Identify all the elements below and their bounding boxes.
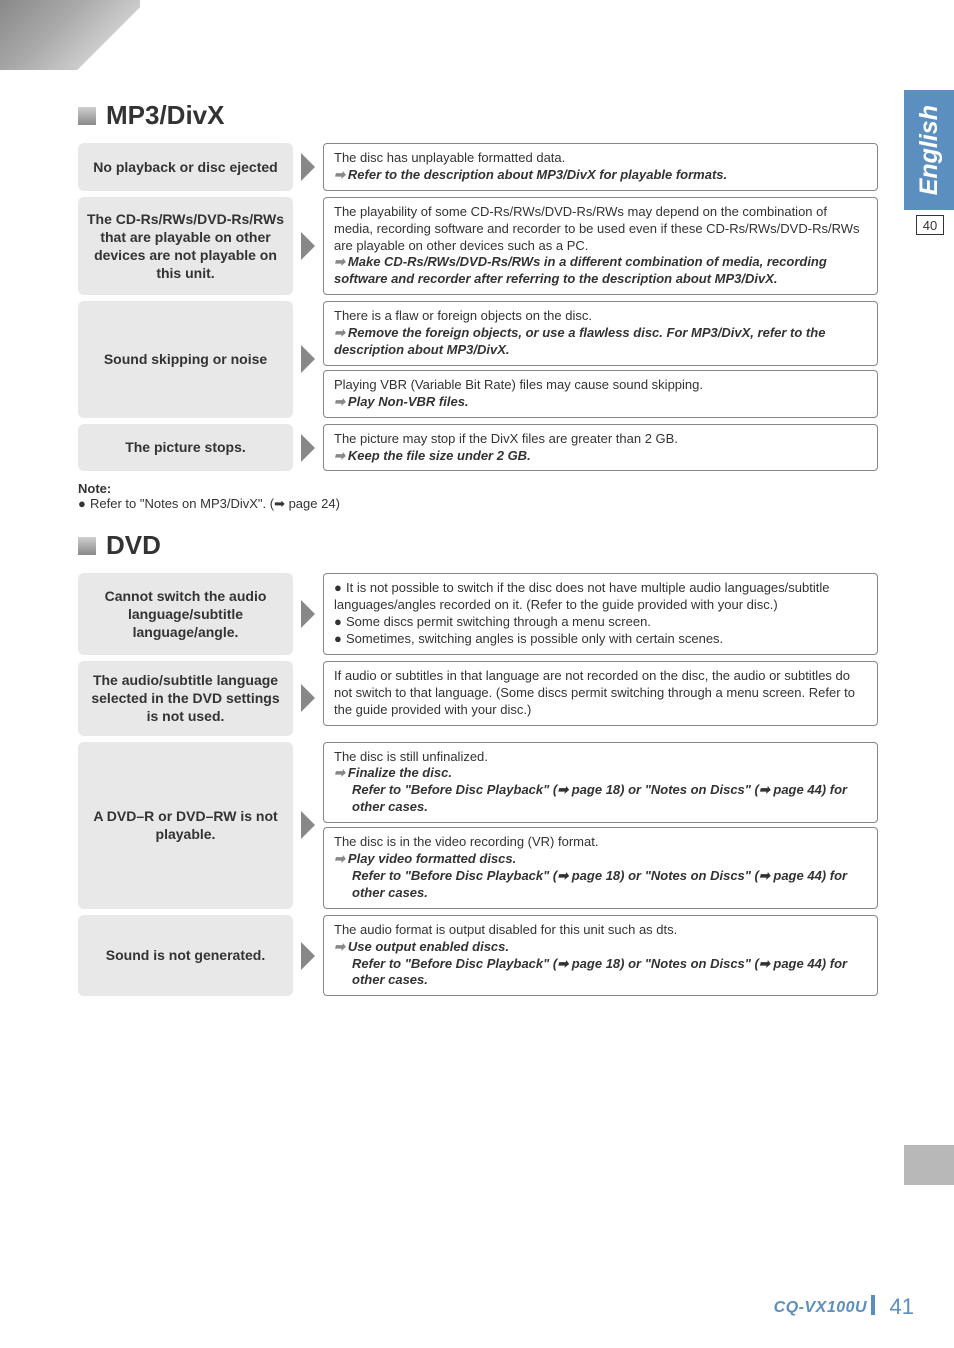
dvd-rows: Cannot switch the audio language/subtitl… [78,573,878,996]
cause-solution: ➡Play Non-VBR files. [334,394,867,411]
symptom-box: The audio/subtitle language selected in … [78,661,293,736]
causes-column: The disc is still unfinalized.➡Finalize … [323,742,878,909]
cause-box: The disc is in the video recording (VR) … [323,827,878,909]
causes-column: The audio format is output disabled for … [323,915,878,997]
mp3divx-rows: No playback or disc ejected The disc has … [78,143,878,471]
symptom-box: The picture stops. [78,424,293,472]
cause-reference: Refer to "Before Disc Playback" (➡ page … [334,956,867,990]
symptom-box: A DVD–R or DVD–RW is not playable. [78,742,293,909]
causes-column: The playability of some CD-Rs/RWs/DVD-Rs… [323,197,878,295]
note-body: ●Refer to "Notes on MP3/DivX". (➡ page 2… [78,496,340,511]
footer-bar-icon [871,1295,875,1315]
page-number: 41 [890,1294,914,1319]
cause-desc: The playability of some CD-Rs/RWs/DVD-Rs… [334,204,867,255]
side-page-box: 40 [916,215,944,235]
causes-column: The picture may stop if the DivX files a… [323,424,878,472]
symptom-box: No playback or disc ejected [78,143,293,191]
arrow-right-icon [301,153,315,181]
trouble-row: The picture stops. The picture may stop i… [78,424,878,472]
cause-solution: ➡Finalize the disc. [334,765,867,782]
arrow-col [293,197,323,295]
arrow-col [293,915,323,997]
arrow-col [293,143,323,191]
cause-bullet: ●Sometimes, switching angles is possible… [334,631,867,648]
cause-reference: Refer to "Before Disc Playback" (➡ page … [334,868,867,902]
cause-solution: ➡Keep the file size under 2 GB. [334,448,867,465]
trouble-row: The CD-Rs/RWs/DVD-Rs/RWs that are playab… [78,197,878,295]
arrow-right-icon [301,684,315,712]
arrow-col [293,424,323,472]
cause-box: ●It is not possible to switch if the dis… [323,573,878,655]
arrow-right-icon [301,232,315,260]
cause-desc: There is a flaw or foreign objects on th… [334,308,867,325]
section-bullet-icon [78,537,96,555]
trouble-row: A DVD–R or DVD–RW is not playable. The di… [78,742,878,909]
note-title: Note: [78,481,878,496]
cause-solution: ➡Use output enabled discs. [334,939,867,956]
symptom-box: Sound skipping or noise [78,301,293,417]
page-footer: CQ-VX100U 41 [774,1294,914,1320]
cause-desc: The disc is still unfinalized. [334,749,867,766]
cause-box: The playability of some CD-Rs/RWs/DVD-Rs… [323,197,878,295]
trouble-row: Cannot switch the audio language/subtitl… [78,573,878,655]
page-content: MP3/DivX No playback or disc ejected The … [78,100,878,1002]
arrow-col [293,742,323,909]
section-bullet-icon [78,107,96,125]
cause-solution: ➡Play video formatted discs. [334,851,867,868]
causes-column: There is a flaw or foreign objects on th… [323,301,878,417]
section-title: DVD [106,530,161,561]
cause-box: The audio format is output disabled for … [323,915,878,997]
cause-solution: ➡Refer to the description about MP3/DivX… [334,167,867,184]
cause-bullet: ●Some discs permit switching through a m… [334,614,867,631]
cause-box: The disc has unplayable formatted data.➡… [323,143,878,191]
cause-desc: The picture may stop if the DivX files a… [334,431,867,448]
model-number: CQ-VX100U [774,1299,867,1316]
section-header-dvd: DVD [78,530,878,561]
cause-desc: Playing VBR (Variable Bit Rate) files ma… [334,377,867,394]
causes-column: If audio or subtitles in that language a… [323,661,878,736]
cause-reference: Refer to "Before Disc Playback" (➡ page … [334,782,867,816]
cause-box: The picture may stop if the DivX files a… [323,424,878,472]
symptom-box: The CD-Rs/RWs/DVD-Rs/RWs that are playab… [78,197,293,295]
arrow-right-icon [301,811,315,839]
arrow-right-icon [301,345,315,373]
page-curl-decoration [0,0,140,70]
side-grey-block [904,1145,954,1185]
trouble-row: The audio/subtitle language selected in … [78,661,878,736]
language-tab: English [904,90,954,210]
arrow-right-icon [301,434,315,462]
cause-solution: ➡Make CD-Rs/RWs/DVD-Rs/RWs in a differen… [334,254,867,288]
symptom-box: Sound is not generated. [78,915,293,997]
cause-box: Playing VBR (Variable Bit Rate) files ma… [323,370,878,418]
cause-bullet: ●It is not possible to switch if the dis… [334,580,867,614]
cause-desc: If audio or subtitles in that language a… [334,668,867,719]
cause-box: There is a flaw or foreign objects on th… [323,301,878,366]
cause-desc: The audio format is output disabled for … [334,922,867,939]
cause-box: If audio or subtitles in that language a… [323,661,878,726]
causes-column: ●It is not possible to switch if the dis… [323,573,878,655]
note-block: Note: ●Refer to "Notes on MP3/DivX". (➡ … [78,481,878,512]
cause-box: The disc is still unfinalized.➡Finalize … [323,742,878,824]
cause-desc: The disc has unplayable formatted data. [334,150,867,167]
arrow-col [293,661,323,736]
causes-column: The disc has unplayable formatted data.➡… [323,143,878,191]
section-title: MP3/DivX [106,100,225,131]
trouble-row: Sound is not generated. The audio format … [78,915,878,997]
cause-solution: ➡Remove the foreign objects, or use a fl… [334,325,867,359]
arrow-col [293,573,323,655]
trouble-row: No playback or disc ejected The disc has … [78,143,878,191]
arrow-right-icon [301,942,315,970]
symptom-box: Cannot switch the audio language/subtitl… [78,573,293,655]
cause-desc: The disc is in the video recording (VR) … [334,834,867,851]
section-header-mp3divx: MP3/DivX [78,100,878,131]
arrow-right-icon [301,600,315,628]
arrow-col [293,301,323,417]
language-tab-label: English [915,105,944,195]
trouble-row: Sound skipping or noise There is a flaw o… [78,301,878,417]
